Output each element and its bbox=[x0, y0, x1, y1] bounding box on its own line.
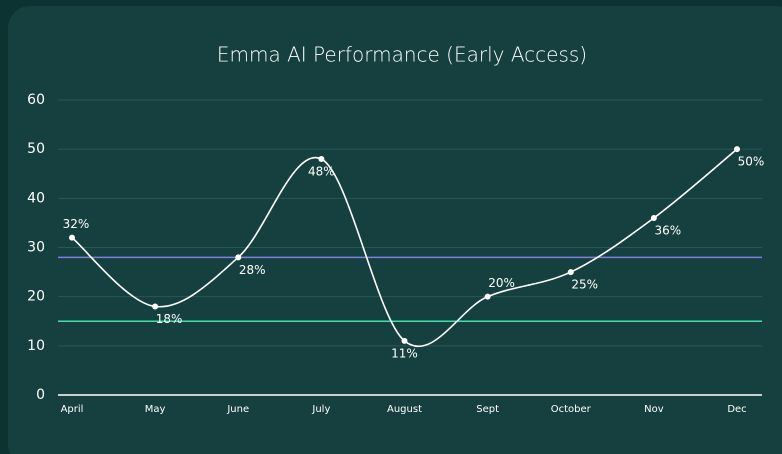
x-tick-label: April bbox=[61, 404, 84, 415]
data-label: 11% bbox=[391, 346, 418, 360]
x-tick-label: August bbox=[387, 404, 422, 415]
data-label: 20% bbox=[488, 276, 515, 290]
y-tick-label: 50 bbox=[27, 141, 45, 157]
x-tick-label: May bbox=[145, 404, 166, 415]
point bbox=[734, 146, 740, 153]
point bbox=[484, 293, 491, 300]
x-tick-label: Sept bbox=[476, 404, 499, 415]
y-tick-label: 0 bbox=[36, 387, 45, 403]
point bbox=[318, 156, 325, 162]
line bbox=[71, 148, 738, 348]
x-tick-label: Dec bbox=[727, 404, 746, 415]
data-label: 25% bbox=[571, 278, 598, 292]
point bbox=[69, 234, 75, 241]
point bbox=[152, 303, 159, 310]
x-tick-label: October bbox=[551, 404, 592, 415]
y-tick-label: 60 bbox=[27, 92, 45, 108]
point bbox=[650, 215, 657, 221]
data-label: 18% bbox=[156, 312, 183, 326]
data-label: 50% bbox=[738, 155, 765, 169]
data-label: 32% bbox=[63, 217, 90, 231]
point bbox=[567, 269, 574, 276]
y-tick-label: 10 bbox=[27, 338, 45, 354]
x-tick-label: June bbox=[226, 404, 249, 415]
y-tick-label: 20 bbox=[27, 289, 45, 305]
data-label: 48% bbox=[308, 165, 335, 179]
x-tick-label: July bbox=[311, 404, 330, 415]
data-label: 36% bbox=[655, 224, 682, 238]
chart-title: Emma AI Performance (Early Access) bbox=[217, 43, 587, 67]
data-label: 28% bbox=[239, 263, 266, 277]
x-tick-label: Nov bbox=[644, 404, 664, 415]
point bbox=[401, 337, 408, 344]
point bbox=[235, 254, 242, 261]
card bbox=[8, 6, 782, 454]
y-tick-label: 30 bbox=[27, 240, 45, 256]
y-tick-label: 40 bbox=[27, 190, 45, 206]
